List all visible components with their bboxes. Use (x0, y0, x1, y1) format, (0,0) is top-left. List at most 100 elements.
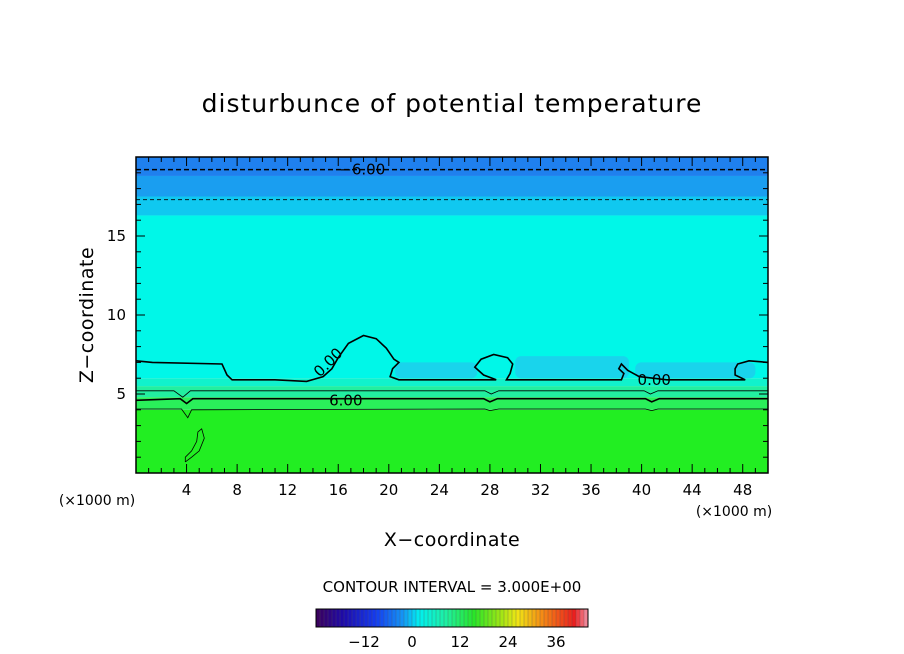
colorbar-cell (524, 609, 529, 627)
colorbar-tick-label: −12 (348, 633, 380, 651)
contour-label-group: −6.00 (339, 161, 385, 179)
cloud-patch (395, 362, 478, 379)
x-tick-label: 8 (232, 481, 242, 499)
contour-line (136, 390, 768, 398)
colorbar-cell (372, 609, 377, 627)
contour-label-group: 0.00 (638, 371, 671, 389)
colorbar-cell (504, 609, 509, 627)
potential-temperature-field (136, 157, 768, 473)
colorbar-tick-label: 12 (450, 633, 469, 651)
colorbar-cell (496, 609, 501, 627)
x-tick-labels: 4 8 12 16 20 24 28 32 36 40 44 48 (182, 481, 752, 499)
colorbar-tick-label: 0 (407, 633, 417, 651)
colorbar-cell (396, 609, 401, 627)
colorbar-cell (348, 609, 353, 627)
chart-title: disturbunce of potential temperature (202, 89, 703, 118)
contour-label: 0.00 (638, 371, 671, 389)
colorbar-cell (516, 609, 521, 627)
colorbar-cell (344, 609, 349, 627)
x-axis-label: X−coordinate (384, 529, 520, 551)
colorbar-cell (440, 609, 445, 627)
colorbar-cell (416, 609, 421, 627)
colorbar-cell (328, 609, 333, 627)
colorbar-cell (536, 609, 541, 627)
colorbar-cell (400, 609, 405, 627)
x-tick-label: 36 (581, 481, 600, 499)
colorbar-cell (412, 609, 417, 627)
x-tick-label: 44 (683, 481, 702, 499)
colorbar-cell (380, 609, 385, 627)
colorbar: −12 0 12 24 36 (315, 608, 589, 651)
field-band (136, 175, 768, 197)
colorbar-cell (388, 609, 393, 627)
colorbar-cell (444, 609, 449, 627)
x-tick-label: 32 (531, 481, 550, 499)
colorbar-cell (384, 609, 389, 627)
contour-lines (135, 168, 769, 463)
colorbar-cell (336, 609, 341, 627)
x-tick-label: 4 (182, 481, 192, 499)
x-tick-label: 48 (733, 481, 752, 499)
colorbar-cell (552, 609, 557, 627)
colorbar-cell (468, 609, 473, 627)
contour-line (184, 428, 205, 463)
colorbar-cell (324, 609, 329, 627)
colorbar-cell (340, 609, 345, 627)
colorbar-cell (492, 609, 497, 627)
contour-interval-text: CONTOUR INTERVAL = 3.000E+00 (323, 578, 582, 596)
colorbar-cell (456, 609, 461, 627)
colorbar-cell (472, 609, 477, 627)
field-band (136, 378, 768, 387)
y-tick-label: 15 (107, 227, 126, 245)
colorbar-cell (332, 609, 337, 627)
colorbar-cell (408, 609, 413, 627)
cloud-patch (515, 356, 629, 379)
contour-line (136, 408, 768, 419)
y-tick-label: 10 (107, 306, 126, 324)
colorbar-cell (540, 609, 545, 627)
y-tick-labels: 5 10 15 (107, 227, 126, 403)
plot-area: 0.00 0.006.00−6.00 (135, 156, 769, 474)
colorbar-cell (532, 609, 537, 627)
contour-label: 6.00 (329, 391, 362, 409)
colorbar-cell (320, 609, 325, 627)
colorbar-cell (572, 609, 577, 627)
contour-label-group: 6.00 (329, 391, 362, 409)
contour-line (135, 397, 768, 405)
axis-ticks (136, 157, 768, 473)
field-band (136, 409, 768, 473)
colorbar-cell (464, 609, 469, 627)
field-band (136, 386, 768, 398)
x-tick-label: 24 (430, 481, 449, 499)
colorbar-cell (392, 609, 397, 627)
colorbar-cell (460, 609, 465, 627)
colorbar-cell (500, 609, 505, 627)
colorbar-cell (376, 609, 381, 627)
colorbar-tick-label: 24 (498, 633, 517, 651)
colorbar-cell (480, 609, 485, 627)
y-axis-label: Z−coordinate (76, 247, 98, 383)
colorbar-cell (520, 609, 525, 627)
colorbar-cell (568, 609, 573, 627)
colorbar-cell (360, 609, 365, 627)
x-tick-label: 12 (278, 481, 297, 499)
colorbar-cell (584, 609, 589, 627)
colorbar-cell (528, 609, 533, 627)
colorbar-cell (448, 609, 453, 627)
x-tick-label: 16 (329, 481, 348, 499)
field-band (136, 397, 768, 410)
colorbar-cell (576, 609, 581, 627)
field-band (136, 157, 768, 176)
colorbar-cell (352, 609, 357, 627)
x-tick-label: 28 (480, 481, 499, 499)
x-unit-right: (×1000 m) (696, 504, 772, 520)
colorbar-cell (404, 609, 409, 627)
colorbar-cell (556, 609, 561, 627)
cloud-patch (635, 362, 756, 379)
x-tick-label: 40 (632, 481, 651, 499)
contour-labels: 0.00 0.006.00−6.00 (310, 161, 671, 410)
x-tick-label: 20 (379, 481, 398, 499)
colorbar-cell (508, 609, 513, 627)
colorbar-cell (364, 609, 369, 627)
colorbar-cell (316, 609, 321, 627)
